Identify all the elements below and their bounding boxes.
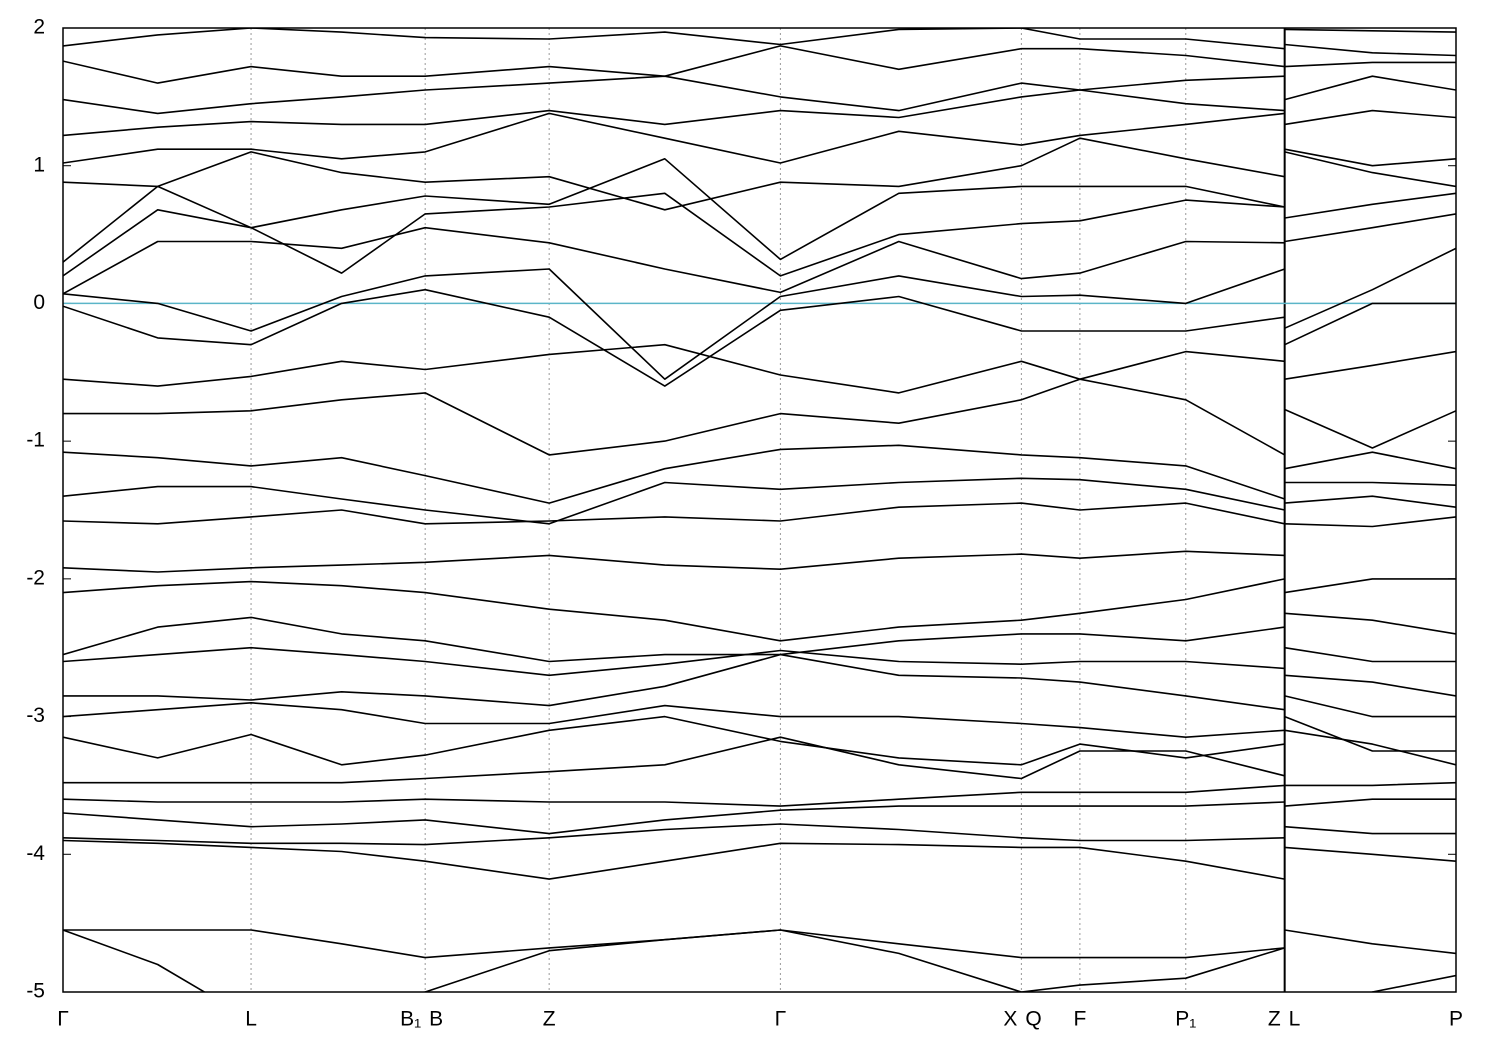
x-tick-label: L	[245, 1008, 257, 1031]
x-tick-label: P	[1449, 1008, 1463, 1031]
band	[63, 75, 1456, 137]
x-tick-label: Γ	[775, 1008, 787, 1031]
band	[63, 109, 1456, 164]
band	[63, 578, 1456, 642]
band	[63, 695, 1456, 738]
x-tick-label: F	[1073, 1008, 1086, 1031]
x-tick-label: Q	[1025, 1008, 1041, 1031]
band	[63, 653, 1456, 711]
band	[63, 288, 1456, 387]
band	[63, 781, 1456, 807]
band	[63, 929, 1456, 959]
band	[63, 477, 1456, 525]
band	[63, 929, 1456, 992]
band	[63, 444, 1456, 504]
band	[63, 151, 1456, 263]
band	[63, 729, 1456, 784]
x-tick-label: B₁	[400, 1008, 421, 1031]
y-tick-label: 2	[33, 16, 45, 39]
y-tick-label: -1	[26, 429, 45, 452]
x-tick-label: Z	[1268, 1008, 1281, 1031]
y-tick-label: -5	[26, 980, 45, 1003]
y-tick-label: -3	[26, 704, 45, 727]
band	[63, 715, 1456, 766]
band	[63, 192, 1456, 277]
band	[63, 516, 1456, 573]
band	[63, 495, 1456, 525]
band	[63, 247, 1456, 380]
grid	[62, 27, 1457, 993]
y-tick-label: -4	[26, 842, 45, 865]
x-tick-label: B	[429, 1008, 443, 1031]
x-tick-label: Z	[543, 1008, 556, 1031]
y-tick-label: 0	[33, 291, 45, 314]
band	[63, 646, 1456, 677]
band	[63, 839, 1456, 880]
band	[63, 137, 1456, 211]
band	[63, 823, 1456, 846]
band	[63, 61, 1456, 115]
band	[63, 343, 1456, 394]
band	[63, 28, 1456, 50]
y-tick-label: 1	[33, 153, 45, 176]
band	[63, 612, 1456, 663]
y-tick-label: -2	[26, 566, 45, 589]
x-tick-label: Γ	[57, 1008, 69, 1031]
band	[63, 213, 1456, 295]
plot-frame	[62, 27, 1457, 993]
x-tick-label: P₁	[1175, 1008, 1196, 1031]
x-tick-label: L	[1289, 1008, 1301, 1031]
band	[63, 378, 1456, 456]
band	[63, 798, 1456, 835]
bands	[63, 28, 1456, 992]
x-tick-label: X	[1003, 1008, 1017, 1031]
